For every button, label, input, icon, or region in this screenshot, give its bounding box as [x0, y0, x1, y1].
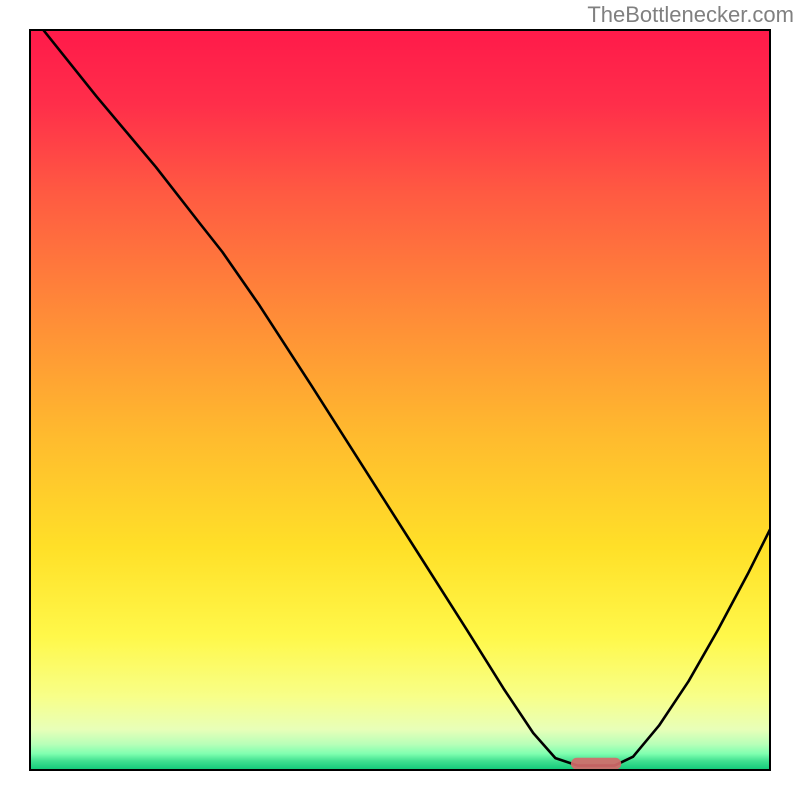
chart-svg: TheBottlenecker.com	[0, 0, 800, 800]
optimal-marker	[571, 758, 621, 770]
watermark-label: TheBottlenecker.com	[587, 2, 794, 27]
bottleneck-chart: TheBottlenecker.com	[0, 0, 800, 800]
plot-background	[30, 30, 770, 770]
